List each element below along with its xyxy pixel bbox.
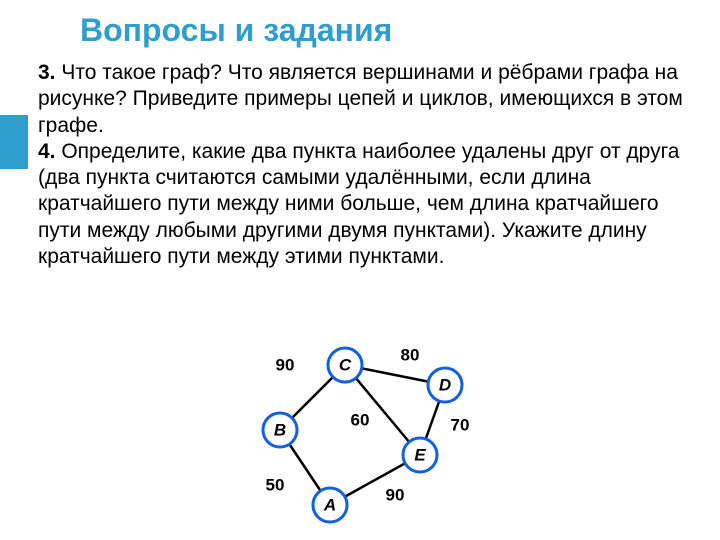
q3-number: 3. bbox=[38, 61, 56, 84]
accent-bar bbox=[0, 115, 28, 169]
graph-node-label: C bbox=[339, 356, 352, 375]
graph-node-label: B bbox=[274, 421, 286, 440]
q4-text: Определите, какие два пункта наиболее уд… bbox=[38, 140, 679, 268]
questions-block: 3. Что такое граф? Что является вершинам… bbox=[38, 60, 688, 270]
edge-weight: 50 bbox=[266, 476, 285, 495]
page-title: Вопросы и задания bbox=[80, 12, 392, 49]
q4-number: 4. bbox=[38, 140, 56, 163]
edge-weight: 90 bbox=[276, 356, 295, 375]
q3-text: Что такое граф? Что является вершинами и… bbox=[38, 61, 683, 137]
edge-weight: 90 bbox=[386, 486, 405, 505]
graph-diagram: A B C D E 90 80 60 70 50 90 bbox=[235, 335, 495, 535]
graph-node-label: D bbox=[439, 376, 451, 395]
edge-weight: 80 bbox=[401, 346, 420, 365]
edge-weight: 60 bbox=[351, 411, 370, 430]
graph-node-label: A bbox=[323, 496, 336, 515]
edge-weight: 70 bbox=[451, 416, 470, 435]
graph-node-label: E bbox=[414, 446, 426, 465]
